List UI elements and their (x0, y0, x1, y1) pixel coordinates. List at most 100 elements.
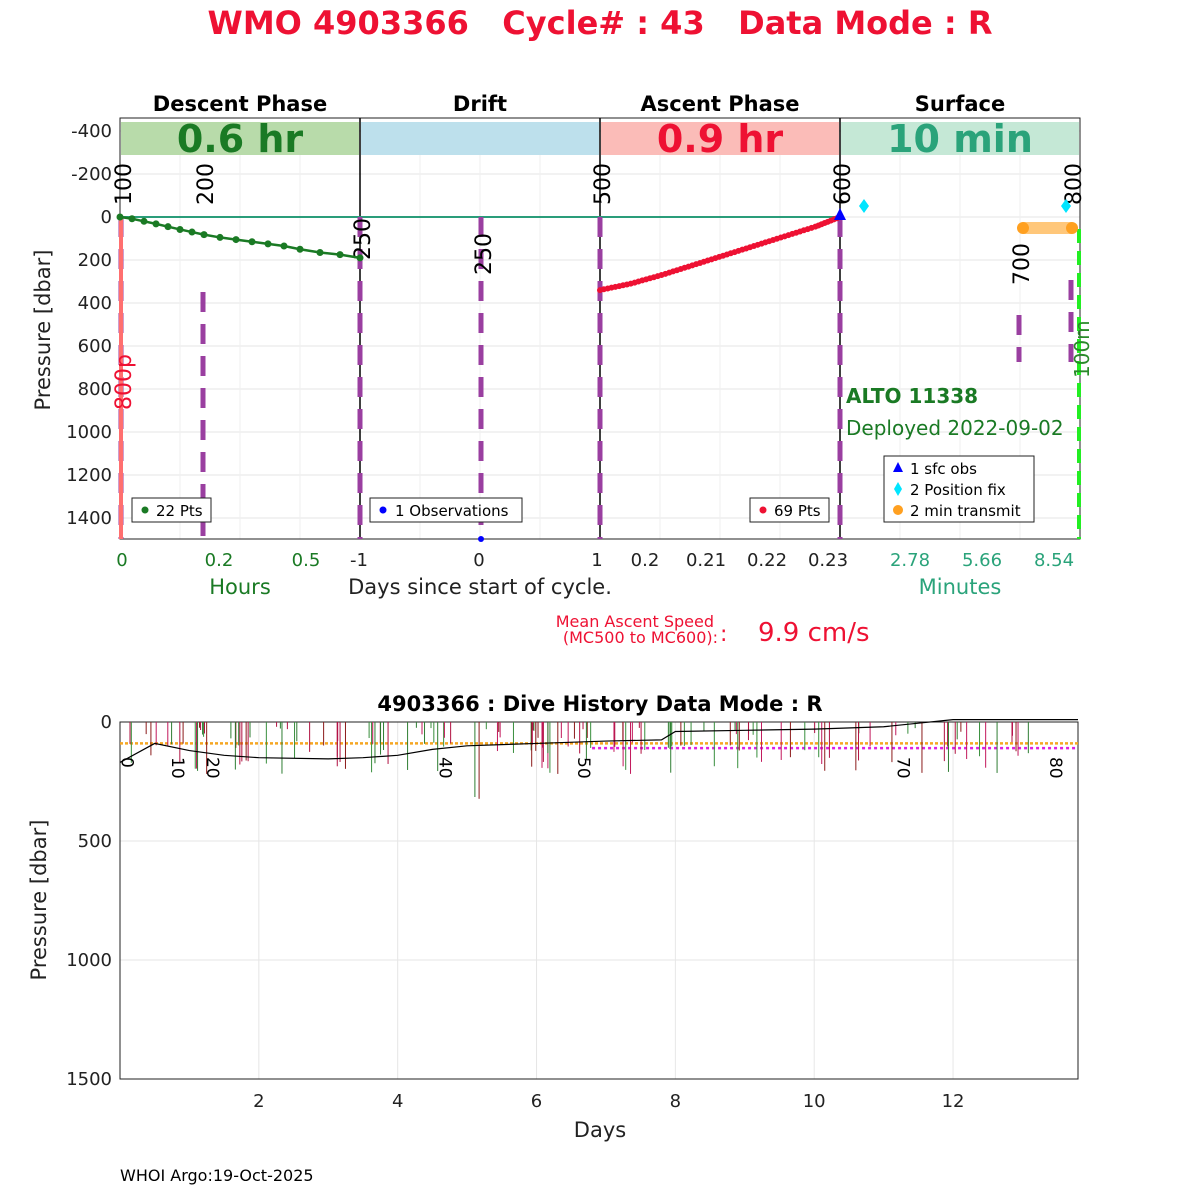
mission-marker-label: 100 (112, 163, 137, 205)
top-x-label: Days since start of cycle. (348, 575, 612, 599)
cycle-label: 50 (573, 757, 593, 779)
phase-duration-2: 0.9 hr (657, 117, 784, 161)
position-fix-marker (1061, 199, 1071, 213)
bottom-y-tick-label: 1500 (66, 1069, 112, 1090)
ascent-speed-label-2: (MC500 to MC600): (563, 628, 718, 647)
cycle-label: 40 (434, 757, 454, 779)
descent-x-tick: 0.5 (292, 550, 321, 571)
cycle-label: 70 (893, 757, 913, 779)
descent-point (216, 233, 224, 241)
surface-x-tick: 8.54 (1034, 550, 1074, 571)
descent-point (296, 245, 304, 253)
descent-legend-label: 22 Pts (156, 502, 203, 520)
drift-legend-box (369, 497, 523, 523)
cycle-label: 80 (1045, 757, 1065, 779)
drift-legend-label: 1 Observations (395, 502, 509, 520)
descent-legend-marker (141, 506, 149, 514)
descent-point (232, 236, 240, 244)
descent-point (140, 217, 148, 225)
top-y-tick-label: 1200 (66, 465, 112, 486)
footer-credit: WHOI Argo:19-Oct-2025 (120, 1166, 314, 1185)
transmit-point (1017, 222, 1029, 234)
mission-marker-label: 700 (1010, 243, 1035, 285)
top-y-tick-label: 600 (78, 336, 112, 357)
ascent-legend-marker (759, 506, 767, 514)
bottom-plot-area (120, 722, 1078, 1079)
red-side-label: 800p (112, 354, 137, 410)
top-y-tick-label: -200 (71, 164, 112, 185)
ascent-legend-label: 69 Pts (774, 502, 821, 520)
surface-legend-fix-marker (894, 482, 902, 496)
ascent-x-tick: 0.2 (631, 550, 660, 571)
phase-title-2: Ascent Phase (641, 92, 800, 116)
descent-point (116, 213, 124, 221)
top-y-tick-label: 1400 (66, 508, 112, 529)
surface-legend-box (883, 455, 1035, 523)
descent-point (280, 242, 288, 250)
surface-x-tick: 5.66 (962, 550, 1002, 571)
surface-legend-label: 2 min transmit (910, 502, 1021, 520)
bottom-x-tick-label: 2 (253, 1091, 264, 1112)
bottom-x-tick-label: 8 (670, 1091, 681, 1112)
bottom-frame (119, 721, 1079, 1080)
top-y-tick-label: 200 (78, 250, 112, 271)
mission-marker-label: 250 (472, 233, 497, 275)
drift-x-tick: -1 (350, 550, 368, 571)
bottom-y-tick-label: 500 (78, 831, 112, 852)
descent-point (152, 220, 160, 228)
deployed-date: Deployed 2022-09-02 (846, 416, 1064, 440)
phase-duration-0: 0.6 hr (177, 117, 304, 161)
ascent-x-tick: 0.21 (686, 550, 726, 571)
bottom-x-tick-label: 10 (803, 1091, 826, 1112)
surface-x-label: Minutes (919, 575, 1002, 599)
ascent-x-tick: 0.22 (747, 550, 787, 571)
surface-obs-marker (834, 208, 846, 220)
bottom-y-tick-label: 0 (101, 712, 112, 733)
figure-title: WMO 4903366 Cycle# : 43 Data Mode : R (207, 4, 993, 42)
top-y-tick-label: -400 (71, 121, 112, 142)
top-y-tick-label: 0 (101, 207, 112, 228)
descent-point (176, 225, 184, 233)
descent-point (248, 238, 256, 246)
mission-marker-label: 500 (591, 163, 616, 205)
top-y-label: Pressure [dbar] (31, 250, 55, 411)
mission-marker-label: 200 (194, 163, 219, 205)
position-fix-marker (859, 199, 869, 213)
phase-bar-2 (601, 122, 839, 155)
ascent-speed-label: Mean Ascent Speed (556, 612, 714, 631)
bottom-x-label: Days (574, 1118, 626, 1142)
bottom-x-tick-label: 12 (942, 1091, 965, 1112)
descent-point (264, 240, 272, 248)
bottom-y-label: Pressure [dbar] (27, 820, 51, 981)
phase-title-3: Surface (915, 92, 1005, 116)
ascent-x-tick: 0.23 (808, 550, 848, 571)
descent-point (336, 251, 344, 259)
float-name: ALTO 11338 (846, 384, 978, 408)
phase-duration-3: 10 min (887, 117, 1033, 161)
descent-point (316, 248, 324, 256)
descent-point (128, 215, 136, 223)
top-y-tick-label: 1000 (66, 422, 112, 443)
top-y-tick-label: 400 (78, 293, 112, 314)
cycle-label: 0 (116, 757, 136, 768)
descent-point (200, 231, 208, 239)
mission-marker-label: 250 (351, 218, 376, 260)
descent-x-label: Hours (209, 575, 271, 599)
phase-bar-1 (361, 122, 599, 155)
surface-legend-label: 2 Position fix (910, 481, 1006, 499)
green-side-label: 100m (1070, 320, 1094, 378)
park-depth-line (119, 719, 1078, 763)
bottom-x-tick-label: 6 (531, 1091, 542, 1112)
ascent-speed-value: 9.9 cm/s (758, 618, 870, 648)
descent-point (356, 254, 364, 262)
surface-legend-transmit-marker (893, 505, 903, 515)
bottom-x-tick-label: 4 (392, 1091, 403, 1112)
transmit-point (1066, 222, 1078, 234)
mission-marker-label: 800 (1062, 163, 1087, 205)
drift-x-tick: 1 (591, 550, 602, 571)
top-y-tick-label: 800 (78, 379, 112, 400)
phase-bar-3 (841, 122, 1079, 155)
drift-point (478, 536, 484, 542)
descent-x-tick: 0.2 (205, 550, 234, 571)
